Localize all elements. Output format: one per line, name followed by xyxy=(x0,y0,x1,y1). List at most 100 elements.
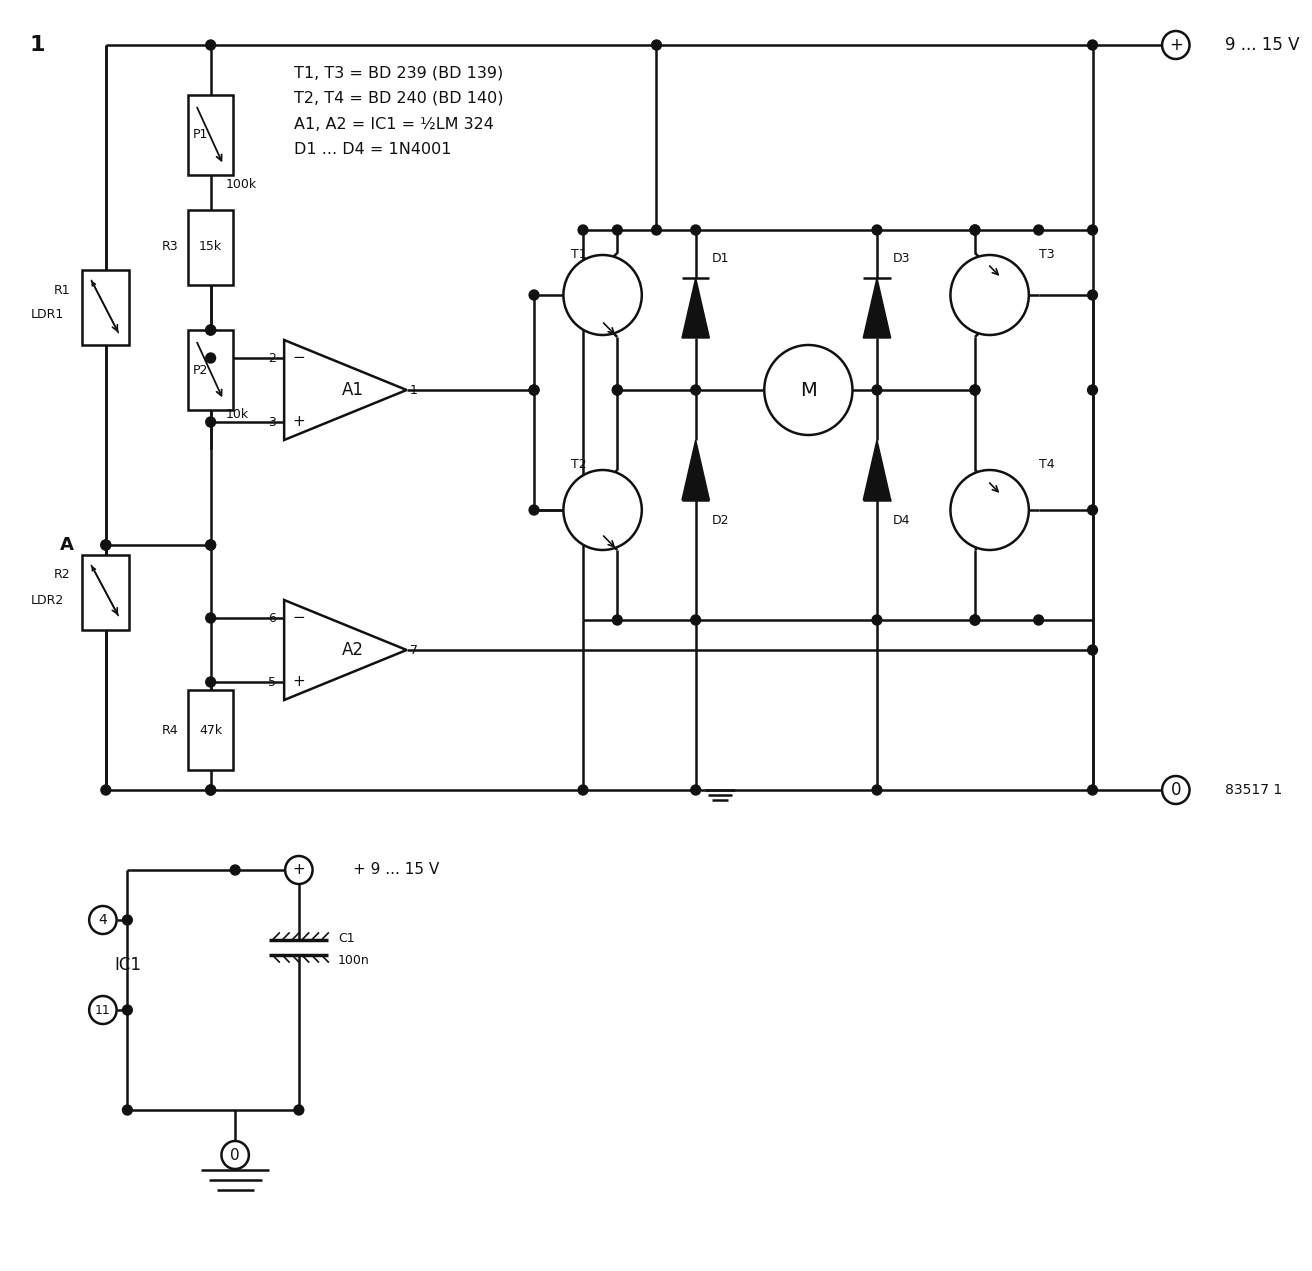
Circle shape xyxy=(1088,505,1097,515)
Polygon shape xyxy=(863,278,891,338)
Circle shape xyxy=(1088,644,1097,655)
Text: D4: D4 xyxy=(892,513,911,526)
Circle shape xyxy=(529,385,539,395)
Circle shape xyxy=(294,1104,304,1115)
Circle shape xyxy=(231,866,240,874)
Text: 47k: 47k xyxy=(199,723,222,736)
Text: 83517 1: 83517 1 xyxy=(1225,783,1282,797)
Text: P2: P2 xyxy=(193,364,209,376)
Circle shape xyxy=(122,1104,133,1115)
Circle shape xyxy=(122,915,133,925)
Text: +: + xyxy=(293,863,306,877)
Circle shape xyxy=(206,540,215,550)
Text: 5: 5 xyxy=(269,675,277,689)
Circle shape xyxy=(691,615,701,625)
Text: 11: 11 xyxy=(94,1004,110,1017)
Circle shape xyxy=(101,540,110,550)
Text: C1: C1 xyxy=(338,932,354,944)
Circle shape xyxy=(563,470,642,550)
Circle shape xyxy=(872,785,882,794)
Text: R2: R2 xyxy=(54,568,71,582)
Circle shape xyxy=(206,325,215,336)
Bar xyxy=(83,269,130,344)
Text: IC1: IC1 xyxy=(114,956,140,974)
Text: D1: D1 xyxy=(711,252,729,264)
Circle shape xyxy=(765,344,853,435)
Text: M: M xyxy=(800,380,817,399)
Circle shape xyxy=(1088,39,1097,50)
Text: T2: T2 xyxy=(571,459,586,472)
Text: 0: 0 xyxy=(1170,780,1181,799)
Text: P1: P1 xyxy=(193,128,209,141)
Circle shape xyxy=(101,540,110,550)
Circle shape xyxy=(1034,225,1043,235)
Circle shape xyxy=(613,615,622,625)
Bar xyxy=(188,330,234,411)
Circle shape xyxy=(206,785,215,794)
Text: A1: A1 xyxy=(341,381,363,399)
Bar xyxy=(188,95,234,175)
Text: T3: T3 xyxy=(1039,249,1055,262)
Bar xyxy=(188,690,234,770)
Circle shape xyxy=(285,855,312,885)
Text: 3: 3 xyxy=(269,416,277,428)
Circle shape xyxy=(206,540,215,550)
Text: 1: 1 xyxy=(29,36,45,55)
Text: 9 ... 15 V: 9 ... 15 V xyxy=(1225,36,1299,53)
Circle shape xyxy=(970,225,980,235)
Polygon shape xyxy=(682,440,710,500)
Circle shape xyxy=(1088,225,1097,235)
Circle shape xyxy=(122,1005,133,1016)
Circle shape xyxy=(1162,777,1190,805)
Text: R1: R1 xyxy=(54,283,71,296)
Circle shape xyxy=(89,906,117,934)
Text: 2: 2 xyxy=(269,352,277,365)
Circle shape xyxy=(652,225,661,235)
Bar xyxy=(83,555,130,630)
Circle shape xyxy=(206,613,215,623)
Text: T4: T4 xyxy=(1039,459,1055,472)
Text: 1: 1 xyxy=(409,384,417,397)
Circle shape xyxy=(613,385,622,395)
Text: R3: R3 xyxy=(161,240,178,253)
Text: T1: T1 xyxy=(571,249,586,262)
Text: 15k: 15k xyxy=(199,240,222,253)
Circle shape xyxy=(950,470,1029,550)
Circle shape xyxy=(1088,385,1097,395)
Circle shape xyxy=(970,385,980,395)
Text: 100n: 100n xyxy=(338,953,370,966)
Text: R4: R4 xyxy=(161,723,178,736)
Text: A2: A2 xyxy=(341,641,363,658)
Circle shape xyxy=(222,1141,249,1169)
Text: D3: D3 xyxy=(892,252,911,264)
Text: 10k: 10k xyxy=(226,408,248,422)
Circle shape xyxy=(691,225,701,235)
Circle shape xyxy=(89,996,117,1024)
Text: 4: 4 xyxy=(98,913,108,927)
Text: + 9 ... 15 V: + 9 ... 15 V xyxy=(353,863,440,877)
Circle shape xyxy=(206,325,215,336)
Text: +: + xyxy=(293,675,306,689)
Circle shape xyxy=(206,785,215,794)
Circle shape xyxy=(579,785,588,794)
Circle shape xyxy=(872,225,882,235)
Circle shape xyxy=(872,615,882,625)
Circle shape xyxy=(206,677,215,688)
Text: −: − xyxy=(293,610,306,625)
Text: +: + xyxy=(293,414,306,430)
Circle shape xyxy=(101,785,110,794)
Circle shape xyxy=(691,785,701,794)
Text: D2: D2 xyxy=(711,513,729,526)
Text: LDR1: LDR1 xyxy=(30,309,64,322)
Circle shape xyxy=(613,385,622,395)
Text: A: A xyxy=(59,536,73,554)
Circle shape xyxy=(970,225,980,235)
Text: LDR2: LDR2 xyxy=(30,594,64,606)
Circle shape xyxy=(529,505,539,515)
Circle shape xyxy=(970,615,980,625)
Circle shape xyxy=(206,417,215,427)
Bar xyxy=(188,210,234,285)
Text: −: − xyxy=(293,351,306,366)
Circle shape xyxy=(1162,31,1190,58)
Polygon shape xyxy=(863,440,891,500)
